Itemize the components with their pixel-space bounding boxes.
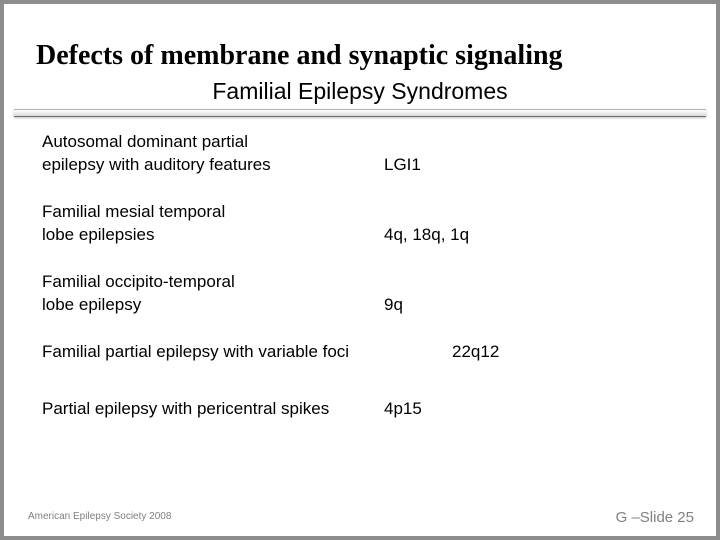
spacer bbox=[42, 317, 678, 341]
syndrome-name-line2: lobe epilepsy bbox=[42, 294, 384, 317]
gene-locus: LGI1 bbox=[384, 154, 678, 177]
title-underline bbox=[14, 109, 706, 117]
gene-locus: 9q bbox=[384, 294, 678, 317]
syndrome-name-line1: Autosomal dominant partial bbox=[42, 131, 384, 154]
footer-attribution: American Epilepsy Society 2008 bbox=[28, 511, 171, 522]
spacer bbox=[42, 177, 678, 201]
gene-locus: 4p15 bbox=[384, 398, 678, 421]
table-row: Familial partial epilepsy with variable … bbox=[42, 341, 678, 364]
table-row: epilepsy with auditory features LGI1 bbox=[42, 154, 678, 177]
spacer bbox=[42, 364, 678, 388]
table-row: Autosomal dominant partial bbox=[42, 131, 678, 154]
syndrome-name-line1: Partial epilepsy with pericentral spikes bbox=[42, 398, 384, 421]
gene-locus: 4q, 18q, 1q bbox=[384, 224, 678, 247]
table-row: Familial mesial temporal bbox=[42, 201, 678, 224]
slide-frame: Defects of membrane and synaptic signali… bbox=[0, 0, 720, 540]
table-row: lobe epilepsies 4q, 18q, 1q bbox=[42, 224, 678, 247]
syndrome-name-line1: Familial mesial temporal bbox=[42, 201, 384, 224]
slide-title: Defects of membrane and synaptic signali… bbox=[36, 40, 716, 72]
table-row: lobe epilepsy 9q bbox=[42, 294, 678, 317]
table-row: Partial epilepsy with pericentral spikes… bbox=[42, 398, 678, 421]
table-row: Familial occipito-temporal bbox=[42, 271, 678, 294]
slide-number: G –Slide 25 bbox=[616, 509, 694, 526]
spacer bbox=[42, 247, 678, 271]
syndrome-name-line2: lobe epilepsies bbox=[42, 224, 384, 247]
syndrome-name-line1: Familial occipito-temporal bbox=[42, 271, 384, 294]
slide-subtitle: Familial Epilepsy Syndromes bbox=[4, 78, 716, 105]
syndrome-name-line2: epilepsy with auditory features bbox=[42, 154, 384, 177]
slide-body: Autosomal dominant partial epilepsy with… bbox=[4, 117, 716, 421]
gene-locus: 22q12 bbox=[384, 341, 678, 364]
spacer bbox=[42, 388, 678, 398]
syndrome-name-line1: Familial partial epilepsy with variable … bbox=[42, 341, 384, 364]
